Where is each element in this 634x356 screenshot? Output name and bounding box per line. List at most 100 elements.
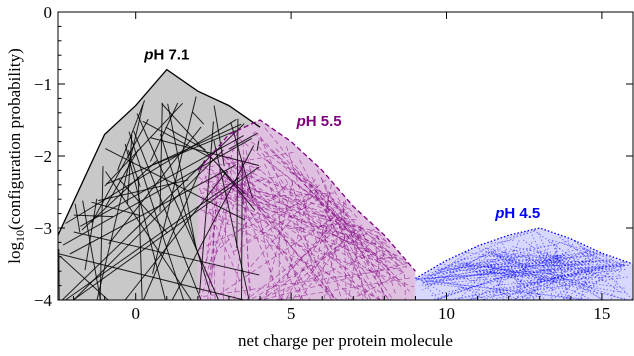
mesh-line bbox=[231, 132, 401, 267]
mesh-line bbox=[492, 251, 593, 301]
mesh-line bbox=[512, 249, 542, 301]
series-meshes bbox=[57, 96, 634, 301]
mesh-line bbox=[91, 119, 149, 224]
mesh-line bbox=[490, 245, 535, 300]
mesh-line bbox=[427, 247, 502, 283]
mesh-line bbox=[202, 151, 294, 169]
mesh-line bbox=[374, 252, 385, 279]
mesh-line bbox=[549, 239, 608, 257]
mesh-line bbox=[229, 170, 283, 301]
mesh-line bbox=[96, 104, 144, 301]
mesh-line bbox=[225, 156, 271, 206]
mesh-line bbox=[202, 187, 366, 230]
mesh-line bbox=[91, 201, 141, 216]
mesh-line bbox=[234, 190, 373, 253]
mesh-line bbox=[611, 264, 625, 275]
mesh-line bbox=[564, 258, 613, 301]
mesh-line bbox=[578, 244, 613, 273]
mesh-line bbox=[256, 140, 260, 151]
mesh-line bbox=[282, 217, 339, 280]
mesh-line bbox=[228, 132, 258, 150]
mesh-line bbox=[167, 103, 197, 250]
mesh-line bbox=[237, 169, 393, 257]
mesh-line bbox=[205, 167, 380, 277]
mesh-line bbox=[142, 120, 213, 160]
mesh-line bbox=[245, 224, 344, 301]
mesh-line bbox=[485, 262, 507, 296]
mesh-line bbox=[249, 190, 318, 268]
mesh-line bbox=[415, 246, 490, 281]
mesh-line bbox=[222, 157, 333, 301]
mesh-line bbox=[252, 188, 325, 213]
mesh-line bbox=[481, 250, 513, 301]
mesh-line bbox=[307, 178, 317, 190]
mesh-line bbox=[466, 264, 556, 290]
mesh-line bbox=[453, 261, 625, 289]
mesh-line bbox=[242, 190, 337, 301]
y-tick-label: 0 bbox=[44, 3, 53, 22]
x-tick-label: 5 bbox=[287, 304, 296, 323]
mesh-line bbox=[200, 169, 385, 261]
mesh-line bbox=[73, 231, 260, 276]
mesh-line bbox=[245, 150, 277, 301]
mesh-line bbox=[426, 280, 586, 301]
mesh-line bbox=[554, 255, 600, 296]
mesh-line bbox=[317, 214, 343, 301]
mesh-line bbox=[280, 187, 311, 301]
series-envelope-ph-5-5 bbox=[197, 119, 416, 272]
y-tick-label: −3 bbox=[34, 219, 52, 238]
y-tick-label: −2 bbox=[34, 147, 52, 166]
mesh-line bbox=[159, 133, 212, 295]
mesh-line bbox=[192, 111, 205, 125]
mesh-line bbox=[532, 249, 590, 301]
mesh-line bbox=[361, 231, 369, 246]
mesh-line bbox=[213, 140, 250, 301]
mesh-line bbox=[550, 244, 558, 301]
mesh-line bbox=[198, 193, 320, 250]
mesh-line bbox=[417, 277, 445, 295]
mesh-line bbox=[435, 257, 559, 301]
mesh-line bbox=[417, 279, 592, 301]
mesh-line bbox=[215, 211, 343, 298]
mesh-line bbox=[105, 148, 245, 221]
series-label-ph-7-1: pH 7.1 bbox=[143, 47, 189, 64]
mesh-line bbox=[442, 256, 543, 275]
mesh-line bbox=[262, 152, 364, 301]
mesh-line bbox=[127, 134, 133, 204]
mesh-line bbox=[216, 196, 403, 273]
mesh-line bbox=[555, 255, 578, 263]
mesh-line bbox=[236, 118, 239, 248]
mesh-line bbox=[128, 131, 185, 301]
mesh-line bbox=[424, 253, 594, 280]
mesh-line bbox=[374, 239, 384, 301]
mesh-line bbox=[419, 257, 561, 287]
x-axis-label: net charge per protein molecule bbox=[238, 331, 453, 350]
mesh-line bbox=[275, 148, 410, 292]
mesh-line bbox=[152, 96, 197, 274]
mesh-line bbox=[105, 171, 192, 301]
mesh-line bbox=[212, 186, 337, 301]
x-tick-label: 0 bbox=[131, 304, 140, 323]
mesh-line bbox=[311, 176, 380, 300]
mesh-line bbox=[240, 161, 249, 194]
mesh-line bbox=[466, 262, 470, 265]
mesh-line bbox=[376, 235, 397, 297]
mesh-line bbox=[326, 200, 338, 262]
mesh-line bbox=[199, 188, 247, 295]
mesh-line bbox=[202, 179, 380, 234]
mesh-line bbox=[222, 175, 228, 301]
series-labels: pH 7.1 pH 5.5 pH 4.5 bbox=[143, 47, 540, 222]
mesh-line bbox=[346, 238, 375, 270]
mesh-line bbox=[322, 195, 329, 280]
mesh-line bbox=[440, 263, 628, 294]
mesh-line bbox=[105, 130, 237, 185]
mesh-line bbox=[159, 102, 163, 212]
series-envelope-ph-7-1 bbox=[57, 68, 261, 236]
mesh-line bbox=[264, 228, 364, 298]
mesh-line bbox=[348, 226, 362, 301]
mesh-line bbox=[398, 265, 408, 270]
mesh-line bbox=[487, 247, 565, 269]
mesh-line bbox=[454, 267, 604, 301]
mesh-line bbox=[65, 177, 240, 301]
